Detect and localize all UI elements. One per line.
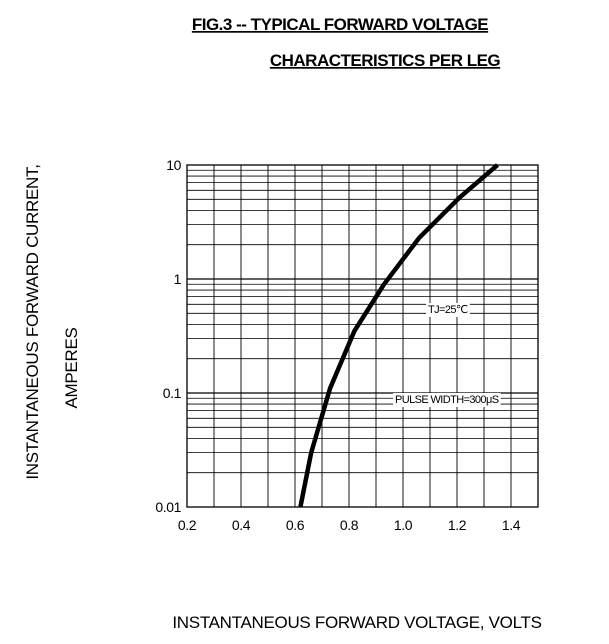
x-tick-labels: 0.2 0.4 0.6 0.8 1.0 1.2 1.4 <box>178 517 521 533</box>
x-tick-label: 1.4 <box>502 517 521 533</box>
chart-title-line1: FIG.3 -- TYPICAL FORWARD VOLTAGE <box>192 15 488 34</box>
x-tick-label: 0.6 <box>286 517 305 533</box>
chart-title-line2: CHARACTERISTICS PER LEG <box>270 51 501 70</box>
annotations: TJ=25℃ PULSE WIDTH=300μS <box>393 303 501 407</box>
y-tick-label: 0.01 <box>155 499 181 515</box>
y-axis-label-line2: AMPERES <box>62 327 81 408</box>
y-tick-labels: 0.01 0.1 1 10 <box>155 157 182 515</box>
x-tick-label: 0.4 <box>232 517 251 533</box>
x-axis-label: INSTANTANEOUS FORWARD VOLTAGE, VOLTS <box>172 613 541 632</box>
y-tick-label: 1 <box>174 271 182 287</box>
pulse-width-annotation: PULSE WIDTH=300μS <box>395 394 499 406</box>
tj-label-bg <box>426 303 470 317</box>
series-line <box>298 163 499 508</box>
x-tick-label: 0.8 <box>340 517 359 533</box>
y-axis-label-line1: INSTANTANEOUS FORWARD CURRENT, <box>23 164 42 479</box>
x-tick-label: 1.0 <box>394 517 413 533</box>
x-tick-label: 0.2 <box>178 517 197 533</box>
y-tick-label: 0.1 <box>163 385 182 401</box>
x-tick-label: 1.2 <box>448 517 467 533</box>
y-tick-label: 10 <box>166 157 181 173</box>
grid <box>187 165 538 507</box>
tj-annotation: TJ=25℃ <box>428 304 468 316</box>
plot-frame <box>186 164 539 508</box>
pulse-width-label-bg <box>393 393 501 407</box>
